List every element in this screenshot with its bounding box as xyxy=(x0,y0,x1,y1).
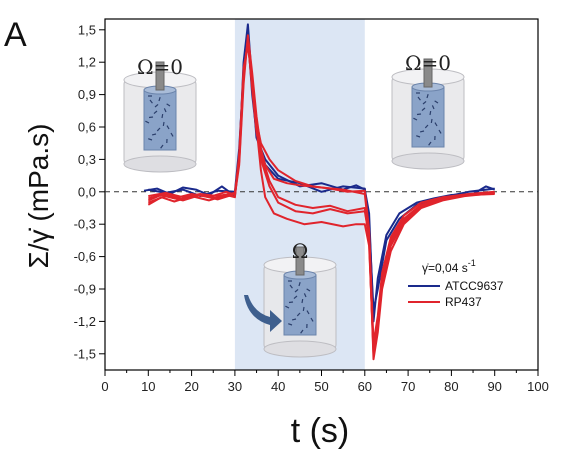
x-tick-label: 80 xyxy=(444,379,458,394)
bacteria-mark xyxy=(428,141,432,146)
series-line-atcc9637-1 xyxy=(148,34,495,312)
bacteria-mark xyxy=(430,118,433,124)
panel-label: A xyxy=(4,16,27,54)
x-tick-label: 30 xyxy=(228,379,242,394)
bacteria-mark xyxy=(301,298,304,304)
bacteria-mark xyxy=(161,113,164,119)
bacteria-mark xyxy=(170,132,174,137)
inset-right-cylinder: Ω=0 xyxy=(391,51,465,170)
bacteria-mark xyxy=(426,93,429,99)
series-line-rp437-6 xyxy=(147,41,495,353)
legend-item-atcc9637: ATCC9637 xyxy=(445,279,504,293)
y-tick-label: -0,3 xyxy=(74,217,96,232)
legend-item-rp437: RP437 xyxy=(445,295,482,309)
rotor-shaft xyxy=(423,58,433,88)
bacteria-mark xyxy=(300,329,304,334)
x-axis-title: t (s) xyxy=(291,412,350,450)
inset-center-cylinder: Ω xyxy=(244,239,337,358)
inset-left-label: Ω=0 xyxy=(137,55,183,79)
bacteria-mark xyxy=(424,124,429,129)
series-line-rp437-2 xyxy=(147,34,495,361)
bacteria-mark xyxy=(310,317,314,322)
x-tick-label: 40 xyxy=(271,379,285,394)
bacteria-mark xyxy=(434,100,439,104)
bacteria-mark xyxy=(163,108,167,113)
bacteria-mark xyxy=(166,125,170,130)
y-tick-label: -0,9 xyxy=(74,282,96,297)
x-tick-label: 70 xyxy=(401,379,415,394)
y-axis-title: Σ/γ̇ (mPa.s) xyxy=(23,124,54,269)
bacteria-mark xyxy=(417,96,421,101)
bacteria-mark xyxy=(296,312,301,317)
bacteria-mark xyxy=(431,105,435,110)
x-tick-label: 100 xyxy=(527,379,549,394)
outer-cylinder-bottom xyxy=(263,340,337,358)
outer-cylinder-bottom xyxy=(391,152,465,170)
x-tick-label: 0 xyxy=(101,379,108,394)
y-tick-label: 0,3 xyxy=(78,152,96,167)
bacteria-mark xyxy=(148,138,153,141)
x-tick-label: 90 xyxy=(487,379,501,394)
bacteria-mark xyxy=(416,135,421,138)
bacteria-mark xyxy=(145,120,150,124)
y-tick-label: -0,6 xyxy=(74,249,96,264)
x-tick-label: 60 xyxy=(358,379,372,394)
bacteria-mark xyxy=(156,127,161,132)
y-tick-label: 1,5 xyxy=(78,22,96,37)
bacteria-mark xyxy=(158,96,161,102)
bacteria-mark xyxy=(291,318,297,321)
rotor-shaft xyxy=(155,61,165,91)
bacteria-mark xyxy=(306,310,310,315)
legend-rate-text: γ̇=0,04 s xyxy=(422,261,468,275)
bacteria-mark xyxy=(151,133,157,136)
inner-cylinder xyxy=(283,274,317,336)
bacteria-mark xyxy=(422,100,427,105)
bacteria-mark xyxy=(166,103,171,107)
series-line-rp437-5 xyxy=(148,37,495,344)
bacteria-mark xyxy=(438,129,442,134)
bacteria-mark xyxy=(429,110,432,116)
rotor-shaft xyxy=(295,246,305,276)
bacteria-mark xyxy=(288,323,293,326)
bacteria-mark xyxy=(306,288,311,292)
bacteria-mark xyxy=(149,99,153,104)
bacteria-mark xyxy=(434,122,438,127)
x-tick-label: 50 xyxy=(314,379,328,394)
bacteria-mark xyxy=(302,306,305,312)
bacteria-mark xyxy=(153,110,158,115)
y-tick-label: 0,9 xyxy=(78,87,96,102)
outer-cylinder-bottom xyxy=(123,155,197,173)
legend-rate-exponent: -1 xyxy=(468,258,476,268)
inset-center-label: Ω xyxy=(292,239,309,263)
bacteria-mark xyxy=(413,117,418,121)
bacteria-mark xyxy=(294,288,299,293)
y-tick-label: 0,0 xyxy=(78,184,96,199)
legend-rate-label: γ̇=0,04 s-1 xyxy=(422,258,476,275)
bacteria-mark xyxy=(419,130,425,133)
y-tick-label: 0,6 xyxy=(78,120,96,135)
bacteria-mark xyxy=(154,103,159,108)
y-tick-label: -1,2 xyxy=(74,314,96,329)
inset-left-cylinder: Ω=0 xyxy=(123,55,197,173)
inset-right-label: Ω=0 xyxy=(405,51,451,75)
bacteria-mark xyxy=(303,293,307,298)
bacteria-mark xyxy=(298,281,301,287)
bacteria-mark xyxy=(285,305,290,309)
x-tick-label: 20 xyxy=(184,379,198,394)
bacteria-mark xyxy=(421,107,426,112)
x-tick-label: 10 xyxy=(141,379,155,394)
rotation-arrow-icon xyxy=(244,295,282,332)
bacteria-mark xyxy=(162,121,165,127)
y-tick-label: -1,5 xyxy=(74,346,96,361)
y-tick-label: 1,2 xyxy=(78,55,96,70)
legend: γ̇=0,04 s-1 ATCC9637 RP437 xyxy=(408,258,504,309)
bacteria-mark xyxy=(293,295,298,300)
inner-cylinder xyxy=(143,89,177,151)
bacteria-mark xyxy=(289,284,293,289)
bacteria-mark xyxy=(160,144,164,149)
